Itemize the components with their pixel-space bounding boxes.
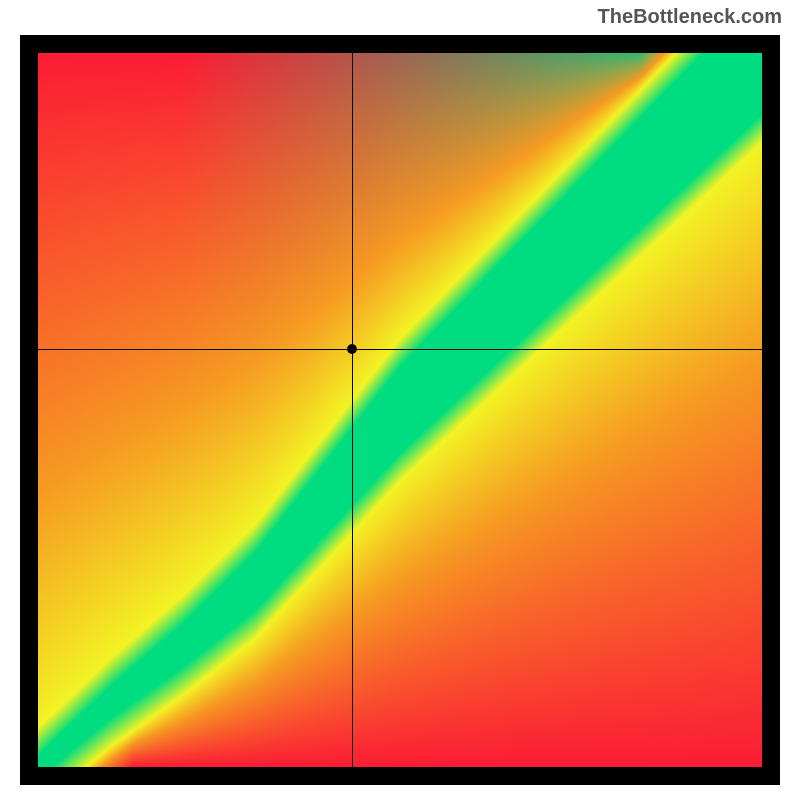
crosshair-vertical [352, 53, 353, 767]
heatmap-canvas [38, 53, 762, 767]
data-point-marker [347, 344, 357, 354]
chart-container: TheBottleneck.com [0, 0, 800, 800]
watermark-text: TheBottleneck.com [598, 6, 782, 29]
crosshair-horizontal [38, 349, 762, 350]
